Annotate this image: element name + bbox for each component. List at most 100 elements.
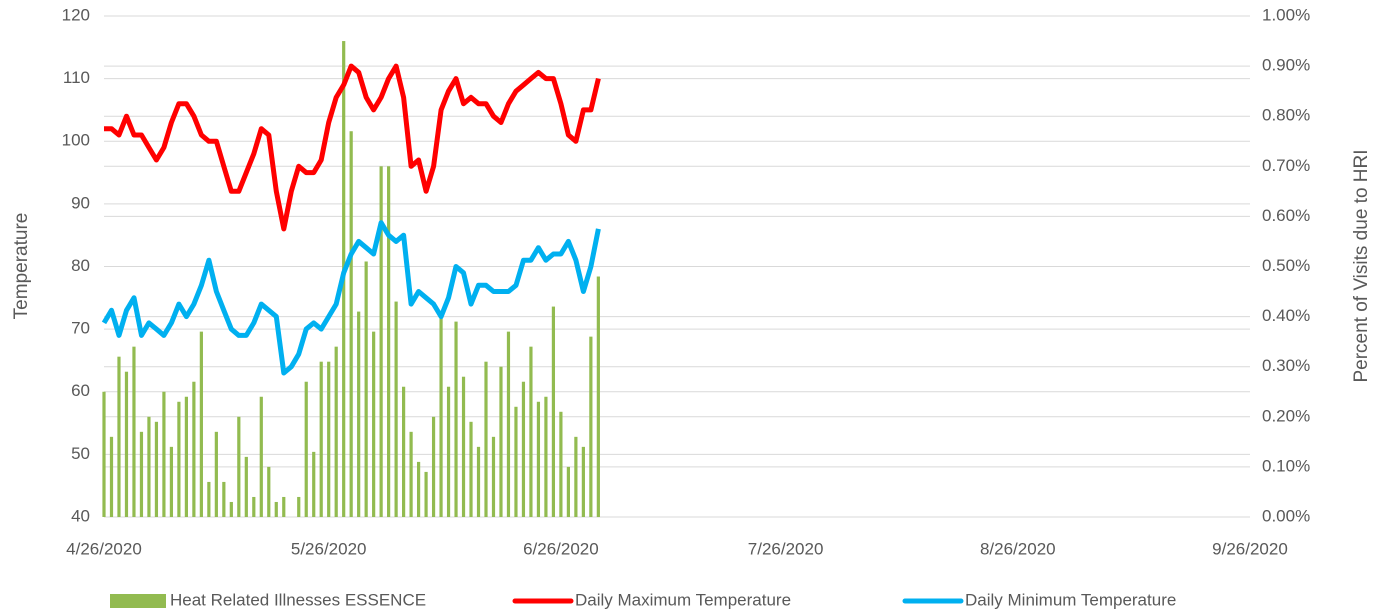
bar — [349, 131, 353, 518]
bar — [297, 496, 301, 517]
bar — [529, 346, 533, 517]
y2-tick-label: 0.20% — [1262, 406, 1310, 425]
bar — [491, 436, 496, 517]
bar — [252, 496, 256, 517]
bar — [207, 481, 211, 517]
bar — [267, 466, 271, 517]
bar — [484, 361, 488, 517]
bar — [387, 166, 391, 518]
bar — [117, 356, 121, 517]
legend-label: Heat Related Illnesses ESSENCE — [170, 590, 426, 609]
y-tick-label: 40 — [71, 506, 90, 525]
bar — [244, 456, 248, 517]
bar — [446, 386, 451, 517]
bar — [229, 501, 233, 517]
y-tick-label: 50 — [71, 444, 90, 463]
y-axis-title: Temperature — [11, 213, 32, 320]
bar — [416, 461, 421, 517]
bar — [124, 371, 129, 517]
bar — [184, 396, 188, 517]
y2-tick-label: 0.70% — [1262, 156, 1310, 175]
legend-swatch — [110, 594, 166, 608]
bar — [461, 376, 466, 517]
x-tick-label: 7/26/2020 — [748, 539, 824, 558]
bar — [372, 331, 376, 517]
bar — [431, 416, 436, 517]
bar — [379, 166, 383, 518]
bar — [169, 446, 174, 517]
bar — [454, 321, 458, 517]
bar — [132, 346, 136, 517]
x-tick-label: 5/26/2020 — [291, 539, 367, 558]
bar — [102, 391, 106, 517]
y2-axis-title: Percent of Visits due to HRI — [1351, 149, 1372, 382]
bar — [109, 436, 114, 517]
y2-tick-label: 0.00% — [1262, 506, 1310, 525]
y-tick-label: 60 — [71, 381, 90, 400]
bar — [282, 496, 286, 517]
bar — [514, 406, 518, 517]
bar — [394, 301, 398, 517]
bar — [147, 416, 151, 517]
bar — [589, 336, 593, 517]
legend-label: Daily Maximum Temperature — [575, 590, 791, 609]
y-tick-label: 110 — [63, 68, 90, 87]
bar — [192, 381, 196, 517]
bar — [544, 396, 548, 517]
y2-tick-label: 1.00% — [1262, 5, 1310, 24]
bar — [559, 411, 563, 517]
y2-tick-label: 0.50% — [1262, 256, 1310, 275]
bar — [274, 501, 278, 517]
x-tick-label: 4/26/2020 — [66, 539, 142, 558]
y2-tick-label: 0.30% — [1262, 356, 1310, 375]
bar — [574, 436, 578, 517]
bar — [536, 401, 541, 517]
bar — [154, 421, 159, 517]
x-tick-label: 8/26/2020 — [980, 539, 1056, 558]
bar — [357, 311, 361, 517]
y2-tick-label: 0.60% — [1262, 206, 1310, 225]
bar — [402, 386, 406, 517]
bar — [499, 366, 503, 517]
y2-tick-label: 0.90% — [1262, 56, 1310, 75]
bar — [319, 361, 323, 517]
y-tick-label: 120 — [62, 5, 90, 24]
bar — [199, 331, 203, 517]
bar — [334, 346, 338, 517]
bar — [581, 446, 585, 517]
bar — [409, 431, 413, 517]
x-tick-label: 6/26/2020 — [523, 539, 599, 558]
x-tick-label: 9/26/2020 — [1212, 539, 1288, 558]
bar — [476, 446, 481, 517]
bar — [364, 261, 368, 517]
bar — [506, 331, 511, 517]
y2-tick-label: 0.10% — [1262, 456, 1310, 475]
bar — [327, 361, 331, 517]
bar — [521, 381, 526, 517]
bar — [177, 401, 181, 517]
bar — [222, 481, 226, 517]
y-tick-label: 100 — [62, 131, 90, 150]
y-tick-label: 90 — [71, 193, 90, 212]
y-tick-label: 70 — [71, 319, 90, 338]
bar — [259, 396, 263, 517]
bar — [139, 431, 144, 517]
legend-label: Daily Minimum Temperature — [965, 590, 1176, 609]
bar — [162, 391, 166, 517]
bar — [424, 471, 428, 517]
bar — [312, 451, 316, 517]
bar — [566, 466, 570, 517]
bar — [304, 381, 308, 517]
bar — [469, 421, 473, 517]
y2-tick-label: 0.40% — [1262, 306, 1310, 325]
bar — [237, 416, 241, 517]
bar — [214, 431, 218, 517]
bar — [596, 276, 600, 517]
y-tick-label: 80 — [71, 256, 90, 275]
line — [104, 63, 601, 232]
bar — [551, 306, 556, 517]
y2-tick-label: 0.80% — [1262, 106, 1310, 125]
bar — [439, 311, 443, 517]
line — [101, 220, 601, 376]
